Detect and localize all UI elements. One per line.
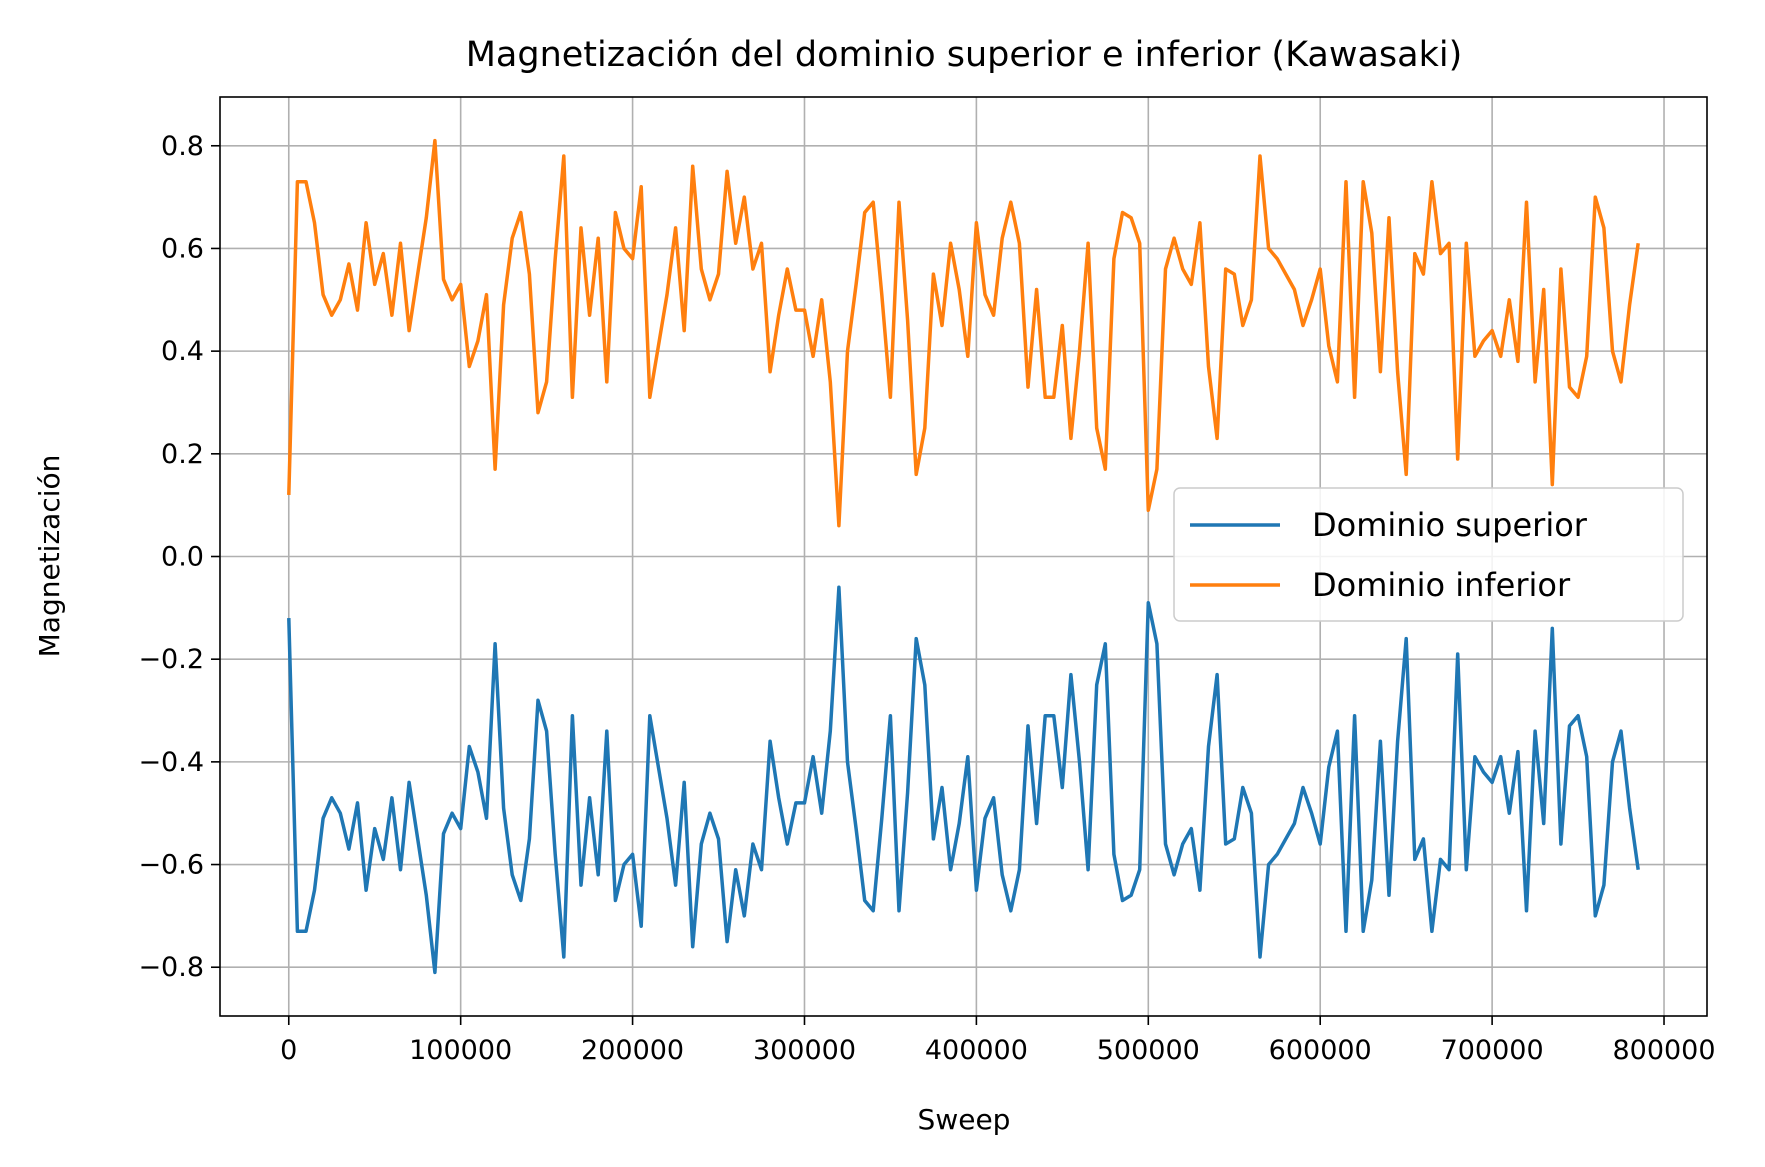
y-tick-label: 0.8 (161, 131, 204, 162)
x-tick-label: 100000 (409, 1035, 512, 1066)
legend-label-dominio-superior: Dominio superior (1312, 506, 1588, 544)
series-line-dominio-superior (287, 585, 1640, 975)
chart-title: Magnetización del dominio superior e inf… (466, 35, 1463, 75)
y-tick-label: 0.2 (161, 439, 204, 470)
x-tick-label: 400000 (925, 1035, 1028, 1066)
legend-label-dominio-inferior: Dominio inferior (1312, 566, 1571, 604)
series-layer (287, 138, 1640, 975)
x-tick-label: 700000 (1441, 1035, 1544, 1066)
y-tick-label: 0.0 (161, 542, 204, 573)
tick-layer: 0 100000 200000 300000 400000 500000 600000 700… (138, 131, 1715, 1066)
x-tick-label: 0 (280, 1035, 297, 1066)
legend-box (1173, 487, 1684, 622)
y-axis-label: Magnetización (33, 455, 66, 658)
series-line-dominio-inferior (287, 138, 1640, 528)
legend: Dominio superior Dominio inferior (1173, 487, 1684, 622)
y-tick-label: −0.8 (138, 952, 204, 983)
y-tick-label: 0.6 (161, 233, 204, 264)
y-tick-label: −0.6 (138, 850, 204, 881)
y-tick-label: −0.2 (138, 644, 204, 675)
x-tick-label: 500000 (1097, 1035, 1200, 1066)
x-axis-label: Sweep (918, 1103, 1011, 1136)
x-tick-label: 200000 (581, 1035, 684, 1066)
x-tick-label: 600000 (1269, 1035, 1372, 1066)
y-tick-label: −0.4 (138, 747, 204, 778)
x-tick-label: 300000 (753, 1035, 856, 1066)
x-tick-label: 800000 (1612, 1035, 1715, 1066)
y-tick-label: 0.4 (161, 336, 204, 367)
